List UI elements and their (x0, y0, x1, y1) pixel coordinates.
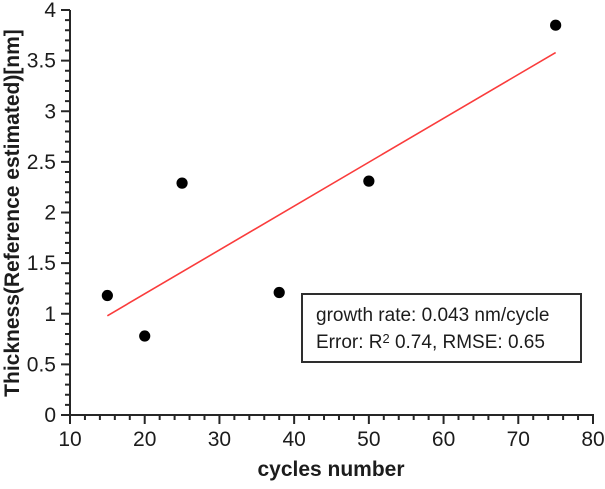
y-axis-title: Thickness(Reference estimated)[nm] (1, 29, 24, 397)
annotation-r-squared-exponent: 2 (382, 330, 390, 346)
annotation-growth-rate: growth rate: 0.043 nm/cycle (316, 305, 550, 326)
x-tick-label: 40 (282, 428, 305, 451)
y-tick-label: 1 (44, 303, 56, 326)
data-point (550, 19, 562, 31)
data-point (176, 177, 188, 189)
x-tick-label: 70 (507, 428, 530, 451)
fit-line (106, 51, 557, 317)
y-tick-label: 2 (44, 202, 56, 225)
y-tick-label: 0.5 (27, 353, 56, 376)
data-point (139, 330, 151, 342)
data-point (363, 175, 375, 187)
x-tick-label: 30 (208, 428, 231, 451)
x-axis-title: cycles number (257, 458, 405, 481)
x-tick-label: 20 (133, 428, 156, 451)
x-tick-label: 50 (357, 428, 380, 451)
y-tick-label: 1.5 (27, 252, 56, 275)
x-tick-label: 80 (581, 428, 604, 451)
annotation-error-prefix: Error: R (316, 332, 383, 353)
y-tick-label: 0 (44, 404, 56, 427)
data-point (101, 289, 113, 302)
y-tick-label: 3 (44, 100, 56, 123)
x-tick-label: 10 (58, 428, 81, 451)
annotation-error-values: 0.74, RMSE: 0.65 (389, 332, 545, 353)
annotation-error: Error: R2 0.74, RMSE: 0.65 (316, 329, 570, 357)
data-point (273, 286, 285, 299)
x-tick-label: 60 (432, 428, 455, 451)
y-tick-label: 3.5 (27, 50, 56, 73)
y-tick-label: 2.5 (27, 151, 56, 174)
y-tick-label: 4 (44, 0, 56, 22)
annotation-box: growth rate: 0.043 nm/cycle Error: R2 0.… (301, 293, 582, 363)
